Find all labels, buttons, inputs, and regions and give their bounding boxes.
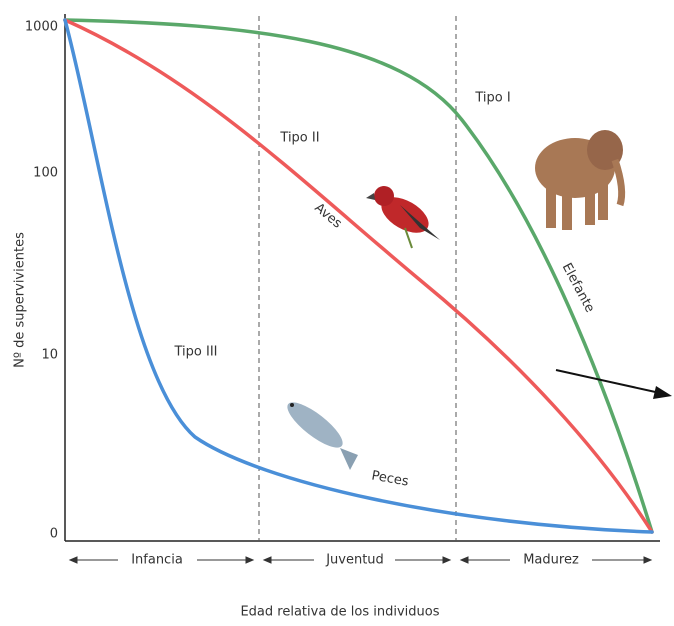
y-tick-label: 0 [50, 527, 58, 542]
pointer-arrow [556, 370, 672, 399]
elephant-illustration [535, 130, 623, 230]
fish-illustration [281, 395, 358, 470]
curve-label: Tipo III [174, 345, 218, 360]
survivorship-diagram: 1000 100 10 0 Nº de supervivientes Infan… [0, 0, 674, 626]
bird-illustration [366, 186, 440, 248]
curve-label: Tipo I [474, 91, 510, 106]
stage-label: Juventud [325, 553, 384, 568]
organism-label: Aves [311, 200, 344, 231]
organism-label: Elefante [559, 261, 597, 315]
y-tick-label: 1000 [25, 20, 58, 35]
x-axis-label: Edad relativa de los individuos [240, 605, 439, 620]
y-axis-label: Nº de supervivientes [13, 232, 28, 368]
y-tick-label: 100 [33, 166, 58, 181]
curve-label: Tipo II [279, 131, 319, 146]
stage-label: Madurez [523, 553, 579, 568]
stage-label: Infancia [131, 553, 183, 568]
y-tick-label: 10 [41, 348, 58, 363]
organism-label: Peces [370, 468, 410, 489]
